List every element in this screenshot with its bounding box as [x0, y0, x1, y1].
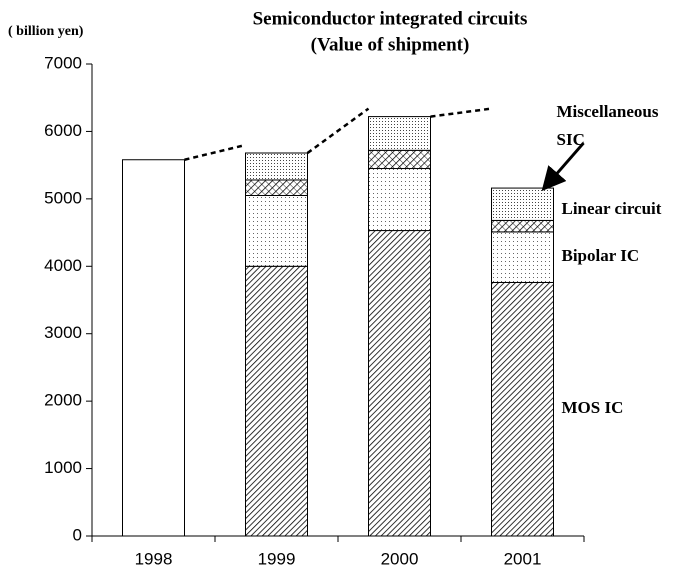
- trend-line: [184, 143, 246, 161]
- bar-segment: [245, 179, 308, 196]
- y-tick-label: 5000: [44, 188, 82, 207]
- bar-segment: [368, 230, 431, 537]
- chart-title: Semiconductor integrated circuits: [253, 8, 528, 29]
- x-tick-label: 1998: [135, 549, 173, 568]
- trend-line: [306, 107, 370, 155]
- x-tick-label: 2001: [504, 549, 542, 568]
- y-tick-label: 1000: [44, 458, 82, 477]
- y-tick-label: 4000: [44, 256, 82, 275]
- bar-segment: [491, 187, 554, 221]
- bar-segment: [491, 231, 554, 283]
- y-tick-label: 6000: [44, 121, 82, 140]
- bar-segment: [491, 219, 554, 233]
- series-label: Linear circuit: [562, 199, 662, 218]
- bar-segment: [245, 194, 308, 267]
- bar-segment: [491, 281, 554, 537]
- series-label: MOS IC: [562, 398, 624, 417]
- y-tick-label: 3000: [44, 323, 82, 342]
- arrow: [541, 142, 585, 192]
- x-tick-label: 1999: [258, 549, 296, 568]
- bar-segment: [368, 116, 431, 151]
- chart-subtitle: (Value of shipment): [311, 34, 470, 55]
- bar-segment: [245, 265, 308, 537]
- x-tick-label: 2000: [381, 549, 419, 568]
- series-label: Bipolar IC: [562, 246, 640, 265]
- y-tick-label: 0: [73, 525, 82, 544]
- y-axis-label: ( billion yen): [8, 24, 84, 39]
- y-tick-label: 2000: [44, 391, 82, 410]
- trend-line: [430, 107, 492, 118]
- series-label: Miscellaneous SIC: [557, 102, 659, 149]
- y-tick-label: 7000: [44, 53, 82, 72]
- bar-segment: [368, 149, 431, 170]
- bar: [122, 159, 185, 537]
- bar-segment: [245, 152, 308, 181]
- bar-segment: [368, 168, 431, 232]
